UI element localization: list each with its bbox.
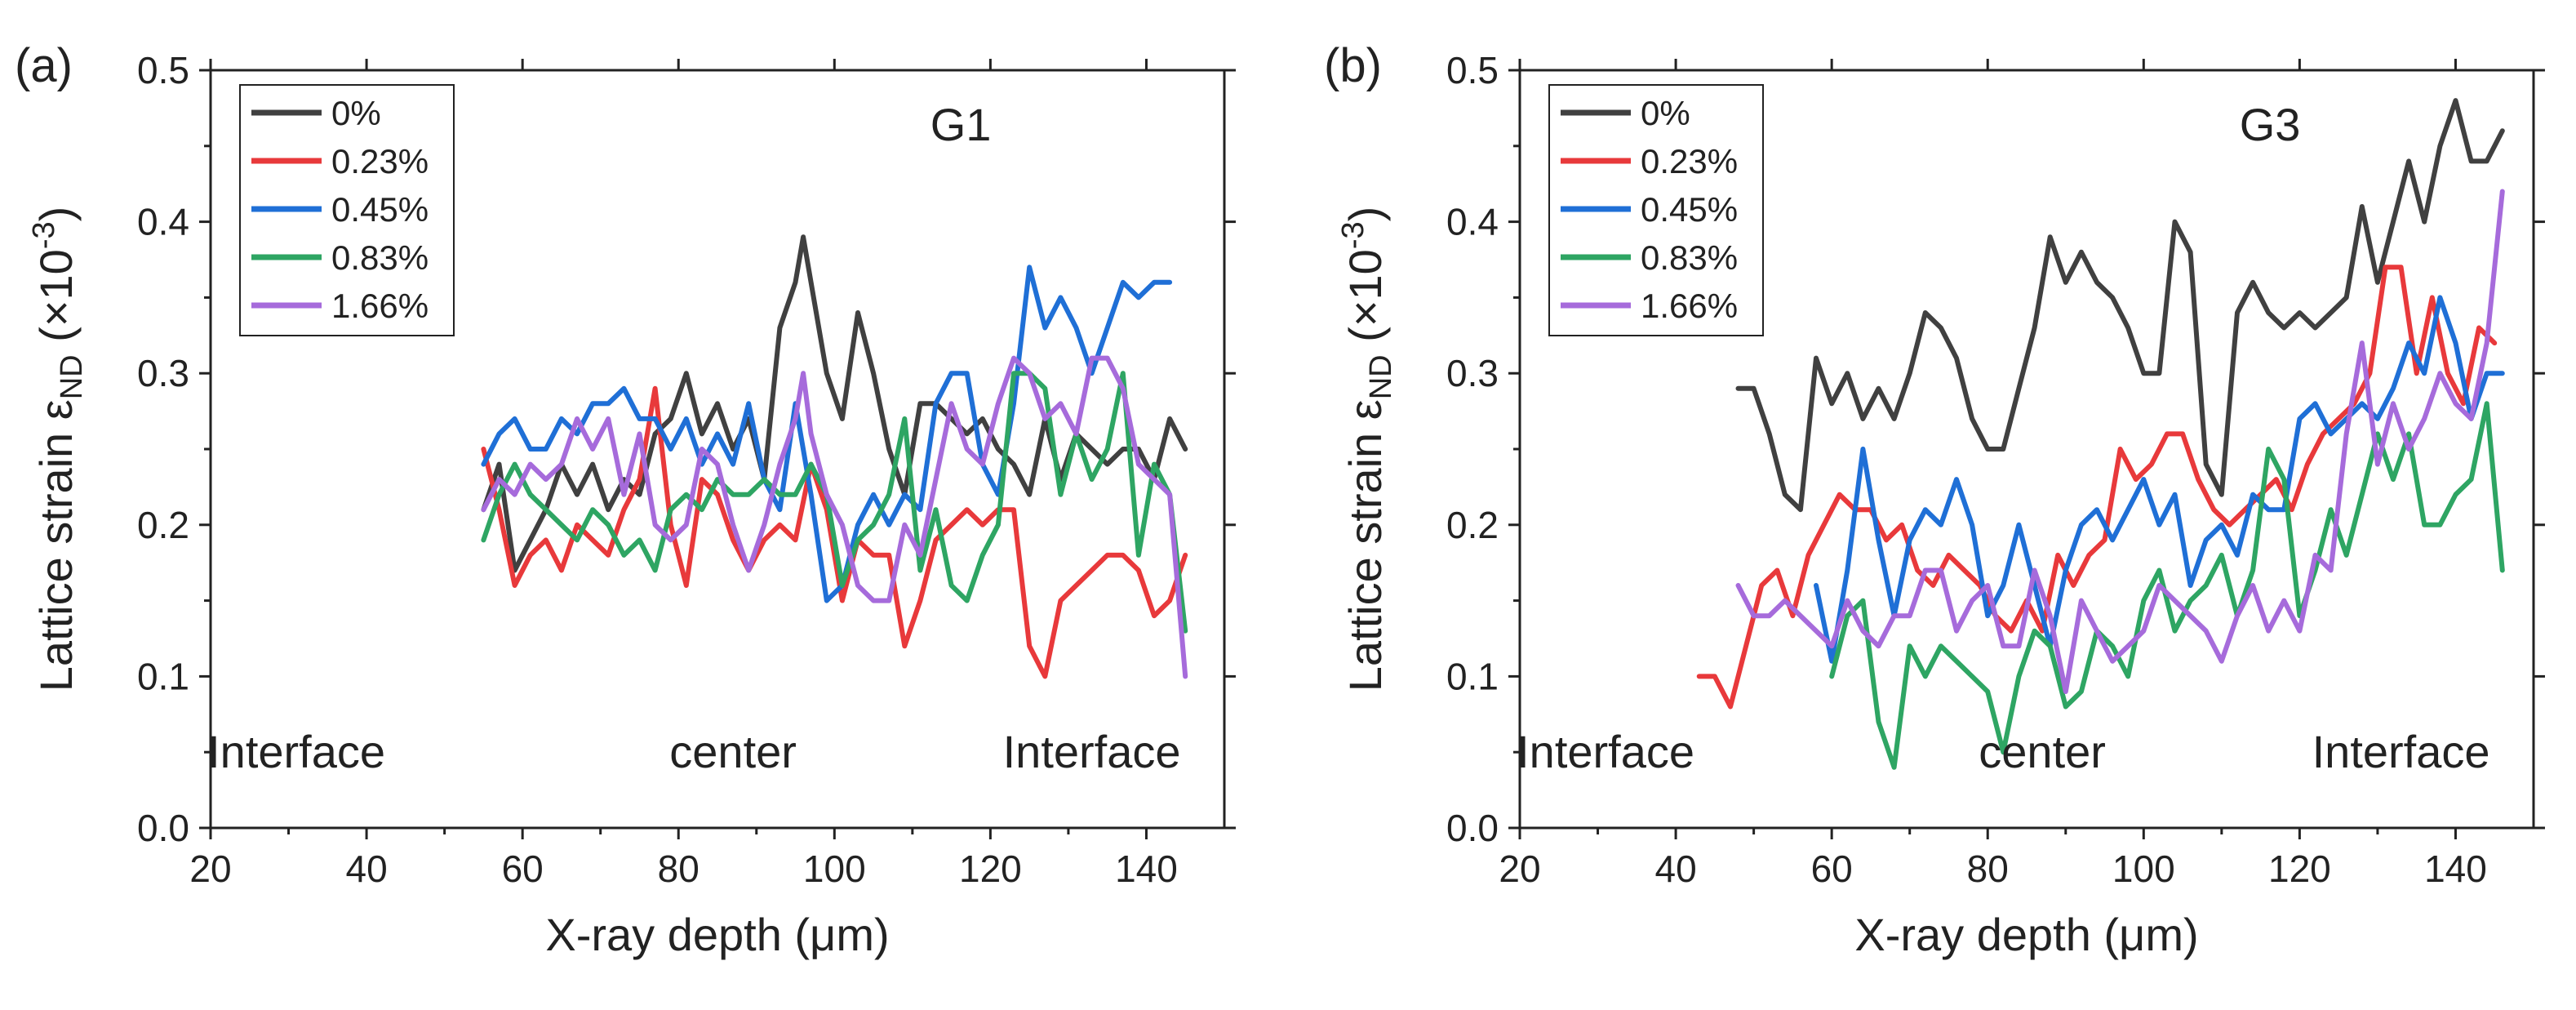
y-tick-label: 0.5 xyxy=(137,49,189,91)
y-tick-label: 0.1 xyxy=(137,655,189,697)
legend-entry: 1.66% xyxy=(331,287,429,325)
legend-entry: 1.66% xyxy=(1641,287,1738,325)
series-line-0.45% xyxy=(481,265,1173,603)
y-tick-label: 0.0 xyxy=(1446,807,1499,849)
legend-entry: 0% xyxy=(331,94,381,132)
x-tick-label: 140 xyxy=(1115,848,1178,890)
region-annotation: center xyxy=(669,726,797,777)
x-tick-label: 60 xyxy=(502,848,544,890)
x-tick-label: 60 xyxy=(1811,848,1853,890)
legend-entry: 0.45% xyxy=(331,190,429,229)
x-tick-label: 20 xyxy=(1499,848,1540,890)
x-tick-label: 120 xyxy=(959,848,1022,890)
y-tick-label: 0.0 xyxy=(137,807,189,849)
legend-entry: 0.83% xyxy=(331,238,429,277)
y-tick-label: 0.1 xyxy=(1446,655,1499,697)
y-tick-label: 0.5 xyxy=(1446,49,1499,91)
region-annotation: Interface xyxy=(2312,726,2490,777)
series-line-0% xyxy=(481,234,1188,573)
legend-entry: 0.23% xyxy=(1641,142,1738,180)
group-label: G3 xyxy=(2240,99,2301,150)
y-axis-label: Lattice strain εND (×10-3) xyxy=(27,207,89,692)
x-tick-label: 40 xyxy=(345,848,387,890)
legend: 0% 0.23% 0.45% 0.83% 1.66% xyxy=(239,84,455,336)
series-line-0.23% xyxy=(481,385,1188,679)
panel-label: (a) xyxy=(15,39,73,92)
legend-entry: 0.45% xyxy=(1641,190,1738,229)
y-tick-label: 0.2 xyxy=(137,504,189,546)
chart-panel-a: (a) 20 40 60 80 100 120 140 0.0 0.1 0.2 0.3 0.4 0.5 X-… xyxy=(15,39,1236,960)
y-tick-label: 0.3 xyxy=(137,352,189,394)
series-line-0.83% xyxy=(1829,401,2505,770)
x-tick-label: 80 xyxy=(1967,848,2009,890)
legend-entry: 0.83% xyxy=(1641,238,1738,277)
x-tick-label: 100 xyxy=(803,848,866,890)
x-tick-label: 140 xyxy=(2424,848,2487,890)
series-group xyxy=(481,234,1188,679)
series-line-1.66% xyxy=(1735,189,2505,694)
region-annotation: Interface xyxy=(207,726,385,777)
region-annotation: Interface xyxy=(1517,726,1694,777)
legend: 0% 0.23% 0.45% 0.83% 1.66% xyxy=(1548,84,1764,336)
series-line-0.45% xyxy=(1814,295,2505,664)
legend-entry: 0.23% xyxy=(331,142,429,180)
y-tick-label: 0.4 xyxy=(137,201,189,243)
legend-entry: 0% xyxy=(1641,94,1690,132)
group-label: G1 xyxy=(930,99,992,150)
y-tick-label: 0.3 xyxy=(1446,352,1499,394)
x-tick-label: 120 xyxy=(2268,848,2331,890)
x-tick-label: 20 xyxy=(189,848,231,890)
region-annotation: Interface xyxy=(1003,726,1181,777)
x-tick-label: 100 xyxy=(2112,848,2175,890)
y-tick-label: 0.4 xyxy=(1446,201,1499,243)
series-line-0.23% xyxy=(1696,265,2498,710)
panel-label: (b) xyxy=(1324,39,1382,92)
series-group xyxy=(1696,98,2505,770)
series-line-0.83% xyxy=(481,371,1188,634)
x-tick-label: 40 xyxy=(1654,848,1696,890)
series-line-0% xyxy=(1735,98,2505,513)
y-axis-label: Lattice strain εND (×10-3) xyxy=(1336,207,1398,692)
series-line-1.66% xyxy=(481,355,1188,679)
chart-panel-b: (b) 20 40 60 80 100 120 140 0.0 0.1 0.2 0.3 0.4 0.5 X-… xyxy=(1324,39,2545,960)
x-axis-label: X-ray depth (μm) xyxy=(545,909,889,960)
x-tick-label: 80 xyxy=(658,848,700,890)
y-tick-label: 0.2 xyxy=(1446,504,1499,546)
region-annotation: center xyxy=(1979,726,2106,777)
x-axis-label: X-ray depth (μm) xyxy=(1854,909,2198,960)
